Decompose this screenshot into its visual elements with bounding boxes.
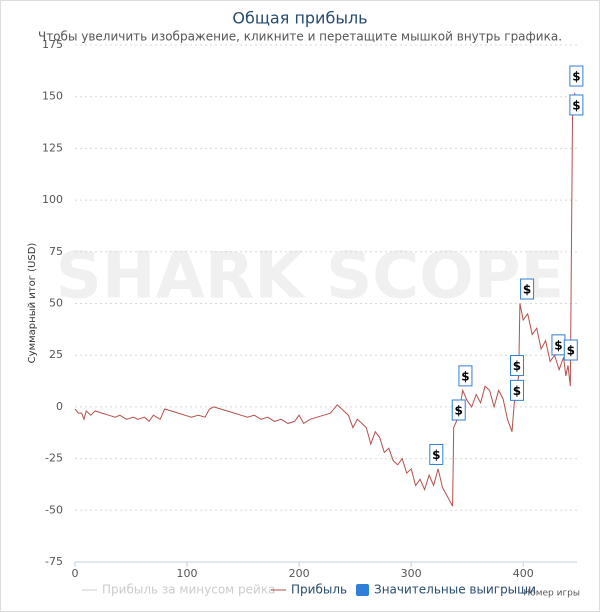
legend-label: Прибыль <box>291 583 347 597</box>
x-tick-label: 400 <box>513 567 534 580</box>
x-tick-label: 0 <box>72 567 79 580</box>
flag <box>520 278 535 300</box>
flag-label: $ <box>572 98 580 112</box>
flag-label: $ <box>455 404 463 418</box>
flag <box>569 65 584 87</box>
y-tick-label: 25 <box>49 348 63 361</box>
x-tick-label: 300 <box>401 567 422 580</box>
y-tick-label: 100 <box>42 193 63 206</box>
flag <box>429 443 444 465</box>
flag-label: $ <box>523 283 531 297</box>
flag <box>569 94 584 116</box>
x-tick-label: 100 <box>177 567 198 580</box>
y-tick-label: -75 <box>45 555 63 568</box>
flag <box>509 379 524 401</box>
x-tick-label: 200 <box>289 567 310 580</box>
flag-label: $ <box>572 70 580 84</box>
flag <box>563 339 578 361</box>
profit-line <box>74 92 576 507</box>
flag-label: $ <box>432 448 440 462</box>
legend-label: Прибыль за минусом рейка <box>102 583 275 597</box>
chart-title: Общая прибыль <box>232 9 367 28</box>
flag-label: $ <box>513 384 521 398</box>
x-axis-label: Номер игры <box>523 589 580 599</box>
watermark: SHARK SCOPE <box>56 240 564 314</box>
y-tick-label: 75 <box>49 245 63 258</box>
y-tick-label: -25 <box>45 452 63 465</box>
flag-label: $ <box>513 359 521 373</box>
flag <box>458 365 473 387</box>
y-axis-label: Суммарный итог (USD) <box>27 243 38 364</box>
y-tick-label: 175 <box>42 38 63 51</box>
chart-subtitle: Чтобы увеличить изображение, кликните и … <box>38 30 562 44</box>
y-tick-label: 0 <box>56 400 63 413</box>
flag-label: $ <box>567 344 575 358</box>
flag-label: $ <box>554 338 562 352</box>
legend-symbol <box>356 584 369 596</box>
flag <box>509 355 524 377</box>
y-tick-label: 50 <box>49 297 63 310</box>
y-tick-label: 150 <box>42 90 63 103</box>
flag <box>451 399 466 421</box>
legend-label: Значительные выигрыши <box>374 583 536 597</box>
y-tick-label: 125 <box>42 141 63 154</box>
flag-label: $ <box>461 369 469 383</box>
y-tick-label: -50 <box>45 503 63 516</box>
